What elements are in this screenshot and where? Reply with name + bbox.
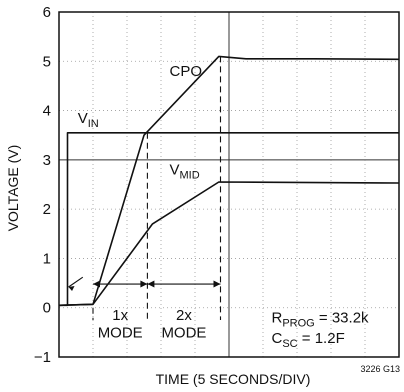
series-label-vmid: VMID xyxy=(170,162,200,182)
y-tick-label: 6 xyxy=(43,4,51,21)
y-tick-label: 0 xyxy=(43,300,51,317)
mode1-line2: MODE xyxy=(98,324,143,341)
series-label-vin: VIN xyxy=(78,110,99,130)
y-tick-label: 4 xyxy=(43,103,51,120)
chart-marks xyxy=(68,56,222,321)
y-tick-label: 1 xyxy=(43,250,51,267)
mode2-line2: MODE xyxy=(161,324,206,341)
figure-id: 3226 G13 xyxy=(360,364,400,374)
arrow-head xyxy=(68,286,75,292)
series-vmid-line xyxy=(58,181,400,307)
y-tick-label: 3 xyxy=(43,152,51,169)
y-tick-label: 2 xyxy=(43,201,51,218)
vin-step-arrow xyxy=(68,276,84,288)
arrow-head xyxy=(140,280,148,288)
arrow-head xyxy=(147,280,155,288)
x-axis-label: TIME (5 SECONDS/DIV) xyxy=(156,371,311,387)
series-lines xyxy=(58,55,400,307)
mode1-line1: 1x xyxy=(112,307,128,324)
y-axis-label: VOLTAGE (V) xyxy=(5,145,21,232)
plot-frame xyxy=(58,11,400,358)
annotation-csc: CSC = 1.2F xyxy=(272,330,345,350)
y-tick-label: 5 xyxy=(43,53,51,70)
y-tick-labels: −1 0 1 2 3 4 5 6 xyxy=(34,4,51,366)
series-label-cpo: CPO xyxy=(170,63,203,80)
y-tick-label: −1 xyxy=(34,349,51,366)
arrow-head xyxy=(213,280,221,288)
annotation-rprog: RPROG = 33.2k xyxy=(272,310,370,330)
mode2-line1: 2x xyxy=(176,307,192,324)
grid-lines xyxy=(59,12,399,357)
